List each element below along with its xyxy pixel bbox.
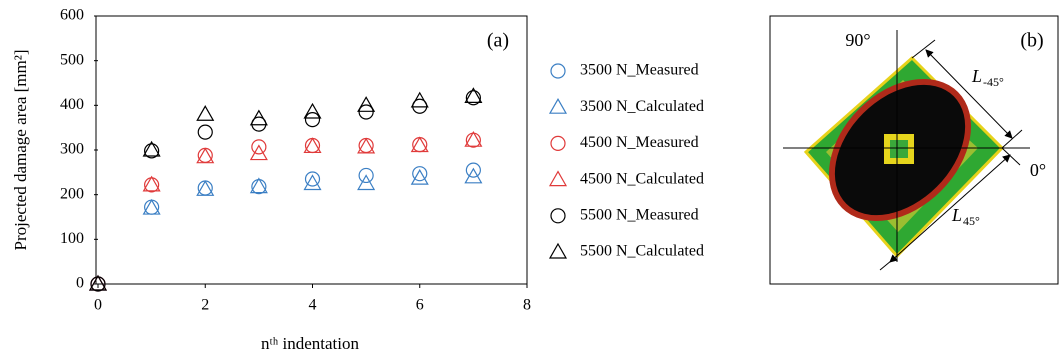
legend-label: 3500 N_Measured xyxy=(580,62,699,79)
dimension-subscript: 45° xyxy=(963,214,980,228)
data-point xyxy=(198,181,212,195)
y-tick-label: 600 xyxy=(60,7,84,24)
data-point xyxy=(465,169,481,183)
x-tick-label: 4 xyxy=(309,297,317,314)
legend-marker xyxy=(551,136,565,150)
data-point xyxy=(197,106,213,120)
x-tick-label: 0 xyxy=(94,297,102,314)
data-point xyxy=(413,138,427,152)
data-point xyxy=(306,113,320,127)
data-point xyxy=(412,93,428,107)
data-point xyxy=(145,200,159,214)
y-tick-label: 0 xyxy=(76,275,84,292)
dimension-symbol: L xyxy=(951,205,962,225)
legend-marker xyxy=(550,244,566,258)
data-point xyxy=(252,140,266,154)
legend-marker xyxy=(550,172,566,186)
legend-label: 4500 N_Calculated xyxy=(580,170,704,187)
figure: (a) nᵗʰ indentation Projected damage are… xyxy=(0,0,1061,359)
legend-label: 3500 N_Calculated xyxy=(580,98,704,115)
x-axis-label: nᵗʰ indentation xyxy=(261,334,359,353)
angle-label: 0° xyxy=(1030,160,1046,180)
indent-center xyxy=(890,140,908,158)
panel-label: (b) xyxy=(1020,30,1043,52)
data-point xyxy=(198,125,212,139)
x-tick-label: 8 xyxy=(523,297,531,314)
angle-label: 90° xyxy=(845,30,870,50)
y-tick-label: 200 xyxy=(60,185,84,202)
data-point xyxy=(466,163,480,177)
legend-label: 5500 N_Measured xyxy=(580,206,699,223)
dimension-subscript: -45° xyxy=(983,75,1004,89)
x-tick-label: 2 xyxy=(201,297,209,314)
legend-marker xyxy=(551,209,565,223)
panel-b: (b) 90° 0° L -45° L 45° xyxy=(770,16,1058,284)
dimension-symbol: L xyxy=(971,66,982,86)
data-point xyxy=(359,105,373,119)
legend-marker xyxy=(550,99,566,113)
y-axis-label: Projected damage area [mm²] xyxy=(11,50,30,251)
data-point xyxy=(359,139,373,153)
x-tick-label: 6 xyxy=(416,297,424,314)
legend-marker xyxy=(551,64,565,78)
y-tick-label: 100 xyxy=(60,230,84,247)
plot-frame xyxy=(96,16,527,284)
data-point xyxy=(251,146,267,160)
data-point xyxy=(358,97,374,111)
legend-label: 4500 N_Measured xyxy=(580,134,699,151)
y-tick-label: 300 xyxy=(60,141,84,158)
panel-label: (a) xyxy=(487,30,509,52)
y-tick-label: 500 xyxy=(60,51,84,68)
y-tick-label: 400 xyxy=(60,96,84,113)
data-point xyxy=(251,111,267,125)
legend-label: 5500 N_Calculated xyxy=(580,243,704,260)
data-point xyxy=(306,139,320,153)
data-point xyxy=(198,148,212,162)
